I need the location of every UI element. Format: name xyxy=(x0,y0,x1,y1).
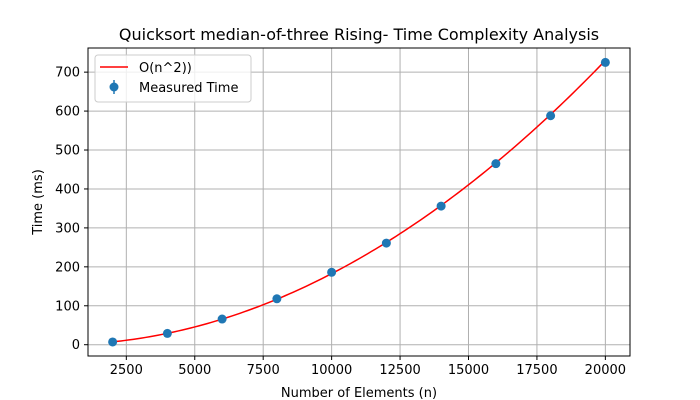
x-tick-label: 10000 xyxy=(311,363,352,378)
measured-point xyxy=(491,159,501,169)
measured-point xyxy=(600,57,610,67)
y-tick-label: 300 xyxy=(55,221,80,236)
x-tick-label: 15000 xyxy=(448,363,489,378)
y-tick-label: 500 xyxy=(55,144,80,159)
y-tick-label: 600 xyxy=(55,105,80,120)
x-tick-label: 2500 xyxy=(110,363,143,378)
legend-marker-swatch xyxy=(109,82,119,92)
measured-point xyxy=(546,111,556,121)
x-tick-label: 12500 xyxy=(379,363,420,378)
x-axis-label: Number of Elements (n) xyxy=(281,386,437,400)
measured-point xyxy=(381,238,391,248)
x-tick-label: 20000 xyxy=(585,363,626,378)
measured-point xyxy=(327,267,337,277)
measured-point xyxy=(217,314,227,324)
x-tick-label: 7500 xyxy=(247,363,280,378)
y-tick-label: 700 xyxy=(55,66,80,81)
measured-point xyxy=(272,294,282,304)
plot-frame xyxy=(87,47,631,357)
legend-box xyxy=(94,54,252,103)
x-tick-label: 5000 xyxy=(178,363,211,378)
y-tick-label: 400 xyxy=(55,182,80,197)
y-tick-label: 100 xyxy=(55,299,80,314)
y-tick-label: 0 xyxy=(72,338,80,353)
legend-label-measured: Measured Time xyxy=(139,81,238,96)
ticks: 2500 5000 7500 10000 12500 15000 17500 20000 0 10… xyxy=(55,66,626,378)
y-tick-label: 200 xyxy=(55,260,80,275)
series-layer xyxy=(108,57,610,347)
measured-point xyxy=(108,337,118,347)
measured-point xyxy=(436,201,446,211)
grid xyxy=(88,48,630,356)
legend-label-fit: O(n^2)) xyxy=(139,61,192,76)
measured-point xyxy=(162,328,172,338)
chart-title: Quicksort median-of-three Rising- Time C… xyxy=(119,25,599,44)
y-axis-label: Time (ms) xyxy=(31,169,46,236)
fit-line xyxy=(112,59,606,343)
x-tick-label: 17500 xyxy=(516,363,557,378)
legend: O(n^2)) Measured Time xyxy=(94,54,252,103)
